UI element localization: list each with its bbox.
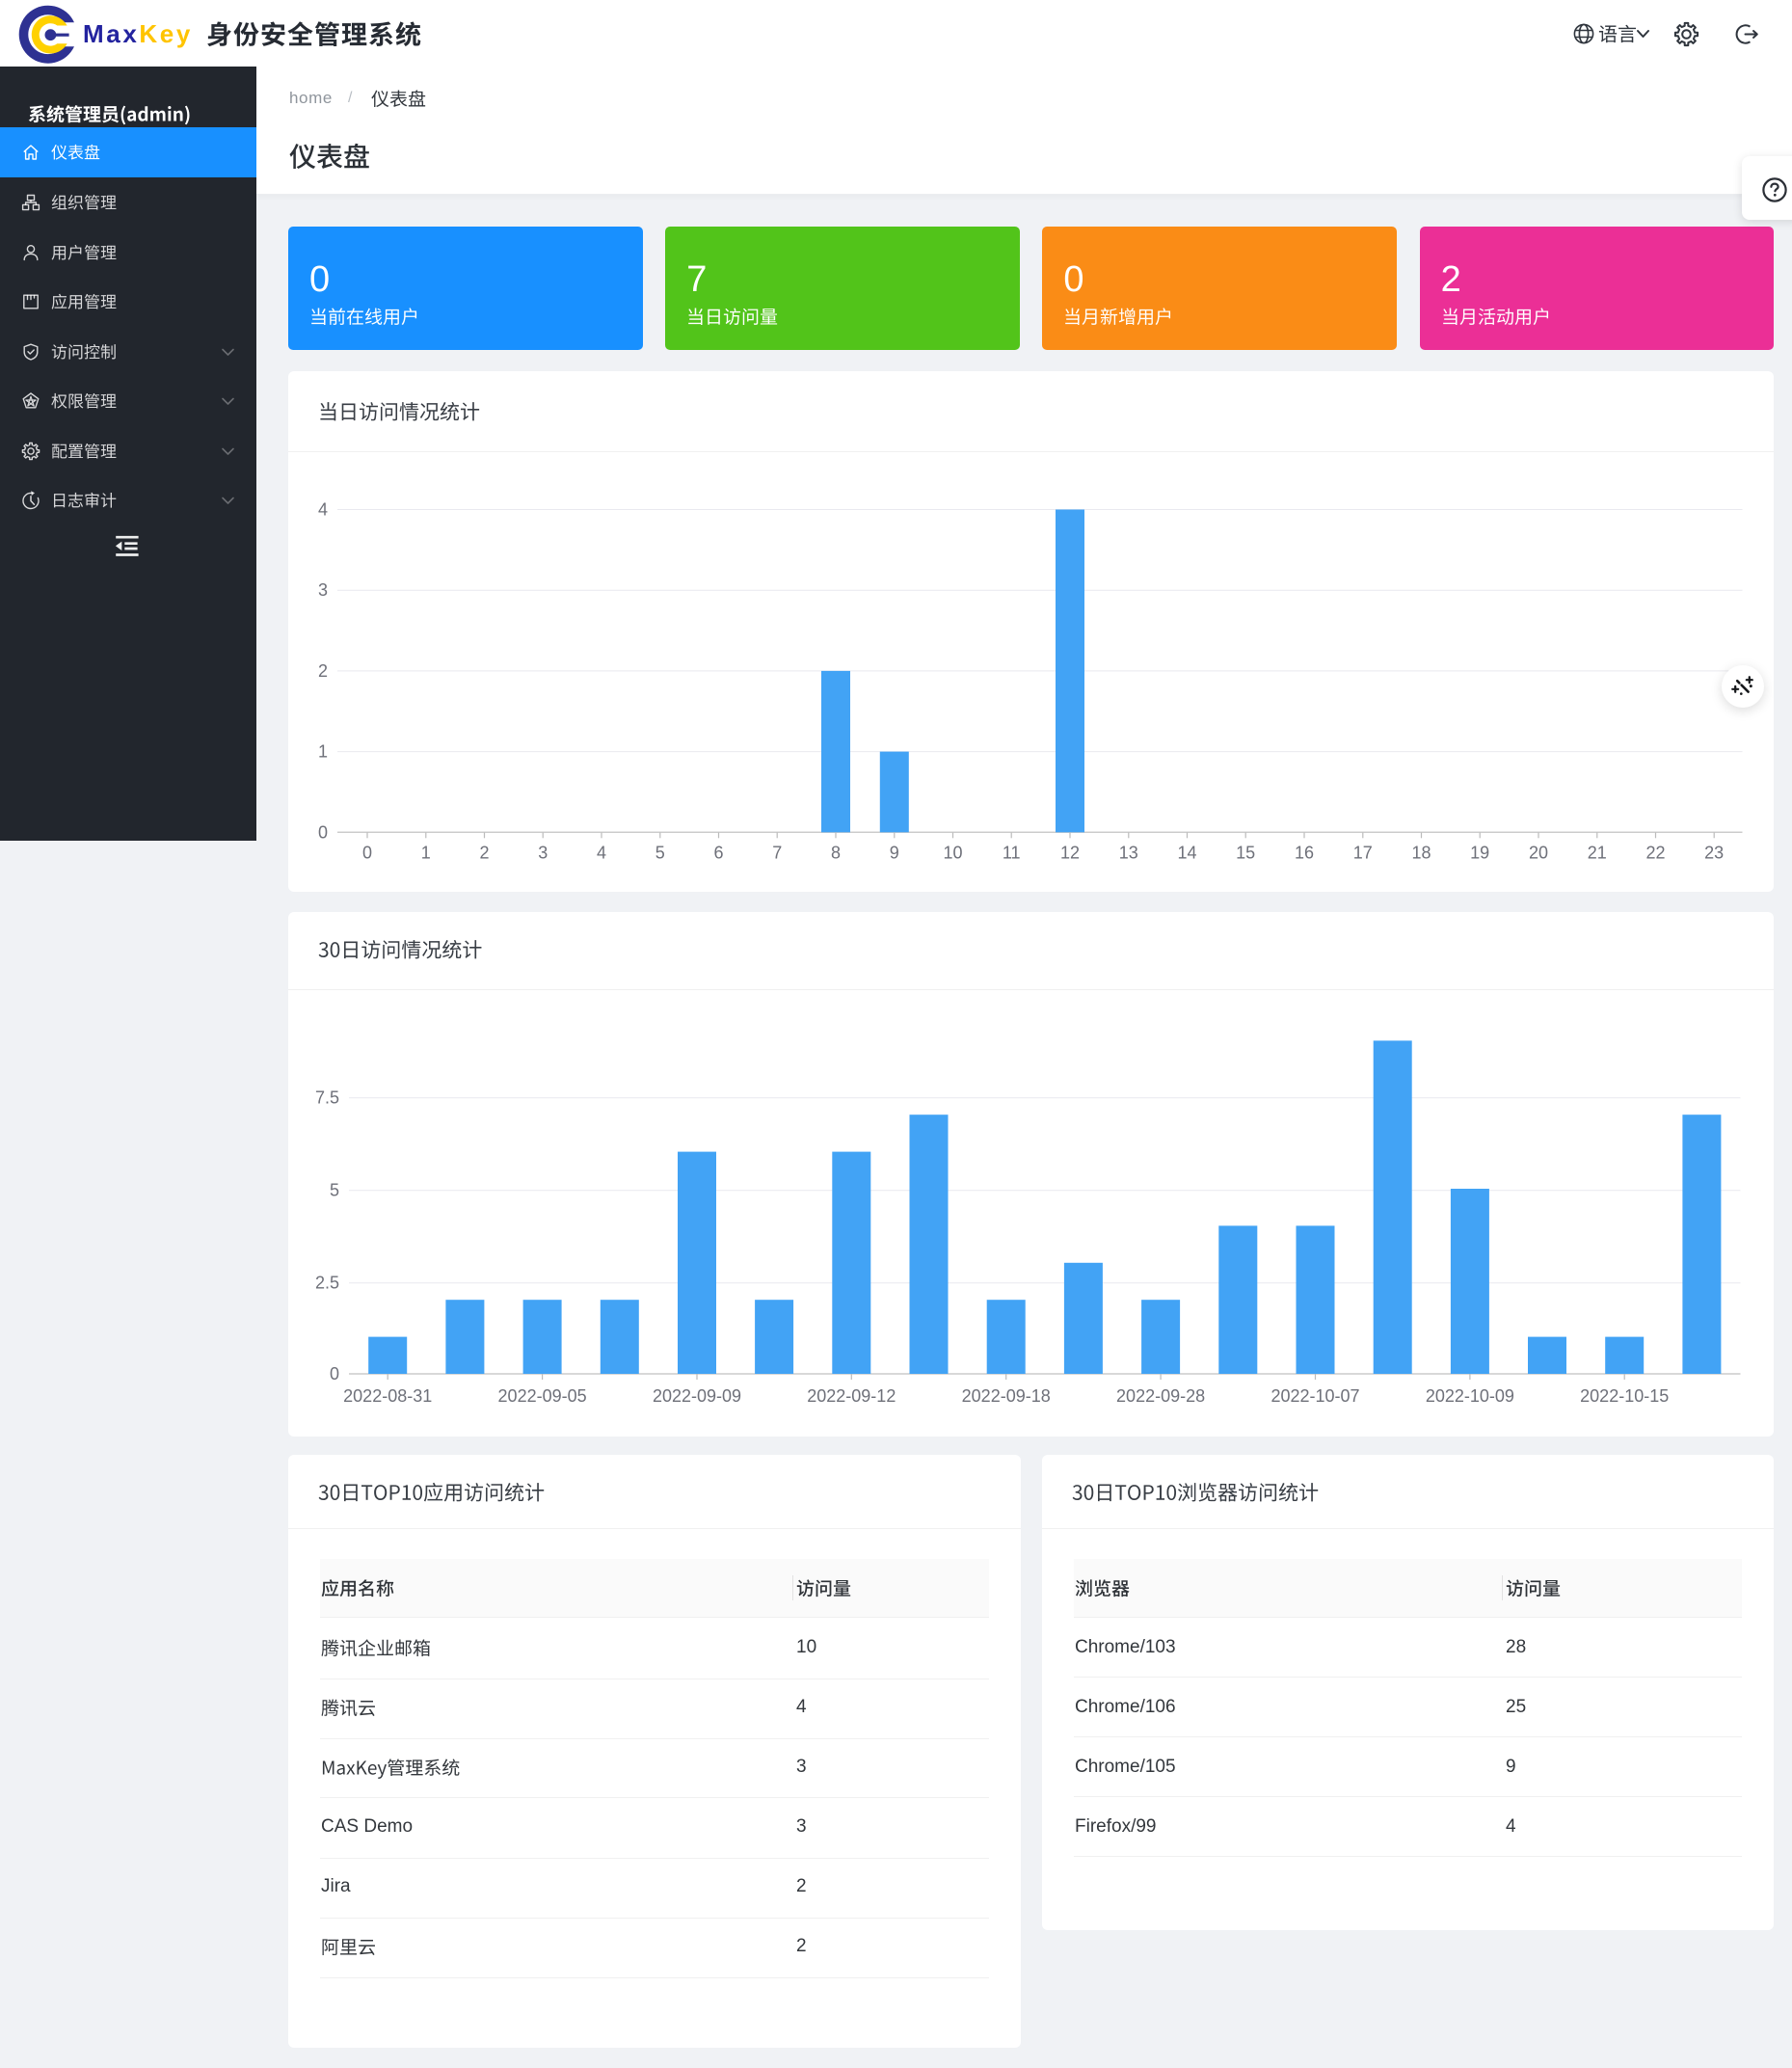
svg-text:5: 5: [655, 844, 665, 863]
svg-text:2022-10-15: 2022-10-15: [1580, 1386, 1669, 1406]
svg-text:4: 4: [318, 500, 328, 520]
svg-text:23: 23: [1704, 844, 1724, 863]
svg-text:2022-10-09: 2022-10-09: [1426, 1386, 1514, 1406]
svg-text:14: 14: [1177, 844, 1196, 863]
svg-text:1: 1: [318, 742, 328, 762]
svg-text:2022-08-31: 2022-08-31: [343, 1386, 432, 1406]
svg-text:0: 0: [362, 844, 372, 863]
svg-text:17: 17: [1353, 844, 1373, 863]
svg-text:5: 5: [330, 1181, 339, 1200]
svg-text:16: 16: [1295, 844, 1314, 863]
svg-text:2022-09-12: 2022-09-12: [807, 1386, 896, 1406]
svg-text:12: 12: [1060, 844, 1080, 863]
svg-text:8: 8: [831, 844, 841, 863]
svg-text:7.5: 7.5: [315, 1088, 339, 1108]
svg-text:2022-10-07: 2022-10-07: [1270, 1386, 1359, 1406]
svg-text:18: 18: [1411, 844, 1431, 863]
svg-text:3: 3: [538, 844, 548, 863]
svg-text:21: 21: [1588, 844, 1607, 863]
svg-text:0: 0: [330, 1364, 339, 1383]
svg-text:4: 4: [597, 844, 606, 863]
svg-text:9: 9: [890, 844, 899, 863]
svg-text:2022-09-09: 2022-09-09: [653, 1386, 741, 1406]
svg-text:19: 19: [1470, 844, 1489, 863]
svg-text:2022-09-28: 2022-09-28: [1116, 1386, 1205, 1406]
svg-text:2.5: 2.5: [315, 1274, 339, 1293]
svg-text:2022-09-05: 2022-09-05: [498, 1386, 587, 1406]
svg-text:7: 7: [772, 844, 782, 863]
svg-text:2: 2: [318, 661, 328, 681]
svg-text:3: 3: [318, 580, 328, 600]
svg-text:2022-09-18: 2022-09-18: [962, 1386, 1051, 1406]
svg-text:1: 1: [421, 844, 431, 863]
svg-text:13: 13: [1119, 844, 1138, 863]
svg-text:15: 15: [1236, 844, 1255, 863]
svg-text:10: 10: [943, 844, 962, 863]
svg-text:22: 22: [1645, 844, 1665, 863]
svg-text:0: 0: [318, 822, 328, 842]
svg-text:2: 2: [479, 844, 489, 863]
svg-text:11: 11: [1003, 844, 1021, 863]
svg-text:6: 6: [713, 844, 723, 863]
svg-text:20: 20: [1529, 844, 1548, 863]
